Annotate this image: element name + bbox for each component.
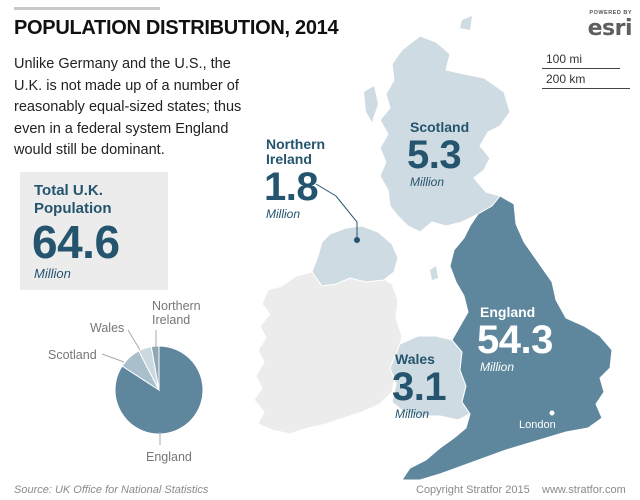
england-unit: Million xyxy=(480,360,515,374)
wales-land xyxy=(389,335,471,421)
top-rule xyxy=(14,7,160,10)
northern-ireland-value: 1.8 xyxy=(264,165,319,209)
england-value: 54.3 xyxy=(477,318,553,362)
northern-ireland-land xyxy=(311,225,399,287)
wales-name: Wales xyxy=(395,351,435,367)
scotland-value: 5.3 xyxy=(407,133,462,177)
hebrides-land xyxy=(364,86,378,122)
scale-bar: 100 mi 200 km xyxy=(542,48,632,92)
scotland-name: Scotland xyxy=(410,119,470,135)
scale-miles-label: 100 mi xyxy=(546,52,583,66)
pie-slice-northern-ireland xyxy=(150,345,160,391)
pie-label-northern-ireland: Northern Ireland xyxy=(152,299,201,327)
total-population-value: 64.6 xyxy=(32,216,120,268)
england-name: England xyxy=(480,304,536,320)
total-population-unit: Million xyxy=(34,266,71,281)
total-population-box: Total U.K. Population 64.6 Million xyxy=(20,172,168,290)
london-label: London xyxy=(519,419,556,431)
scale-km-label: 200 km xyxy=(546,72,586,86)
description-text: Unlike Germany and the U.S., the U.K. is… xyxy=(14,56,242,158)
isle-of-man-land xyxy=(430,266,438,280)
northern-ireland-leader-line xyxy=(315,183,358,238)
page-title: POPULATION DISTRIBUTION, 2014 xyxy=(14,17,339,39)
source-note: Source: UK Office for National Statistic… xyxy=(14,484,209,496)
northern-ireland-callout: Northern Ireland 1.8 Million xyxy=(264,136,346,222)
pie-leader-scotland xyxy=(101,353,125,363)
site-url: www.stratfor.com xyxy=(542,484,626,496)
england-callout: England 54.3 Million xyxy=(477,304,553,375)
scotland-unit: Million xyxy=(410,175,445,189)
wales-value: 3.1 xyxy=(392,365,447,409)
orkney-land xyxy=(460,16,472,30)
london-marker xyxy=(549,410,555,416)
wales-unit: Million xyxy=(395,407,430,421)
northern-ireland-unit: Million xyxy=(266,207,301,221)
copyright-note: Copyright Stratfor 2015 xyxy=(416,484,530,496)
pie-label-wales: Wales xyxy=(90,321,125,335)
pie-slices xyxy=(114,345,204,435)
scotland-callout: Scotland 5.3 Million xyxy=(407,119,470,190)
scale-line-miles xyxy=(542,68,620,69)
pie-leader-wales xyxy=(127,329,141,351)
england-land xyxy=(401,195,613,481)
northern-ireland-marker xyxy=(354,237,360,243)
total-population-label: Total U.K. Population xyxy=(34,182,112,217)
esri-logo: POWERED BY esri xyxy=(580,10,633,41)
northern-ireland-name: Northern Ireland xyxy=(266,136,326,167)
esri-powered-by-text: POWERED BY xyxy=(589,10,632,16)
pie-label-scotland: Scotland xyxy=(48,348,97,362)
pie-label-england: England xyxy=(146,450,192,464)
population-pie-chart xyxy=(101,329,204,445)
esri-wordmark: esri xyxy=(587,16,633,41)
scale-line-km xyxy=(542,88,630,89)
ireland-land xyxy=(253,271,403,435)
wales-callout: Wales 3.1 Million xyxy=(392,351,447,422)
